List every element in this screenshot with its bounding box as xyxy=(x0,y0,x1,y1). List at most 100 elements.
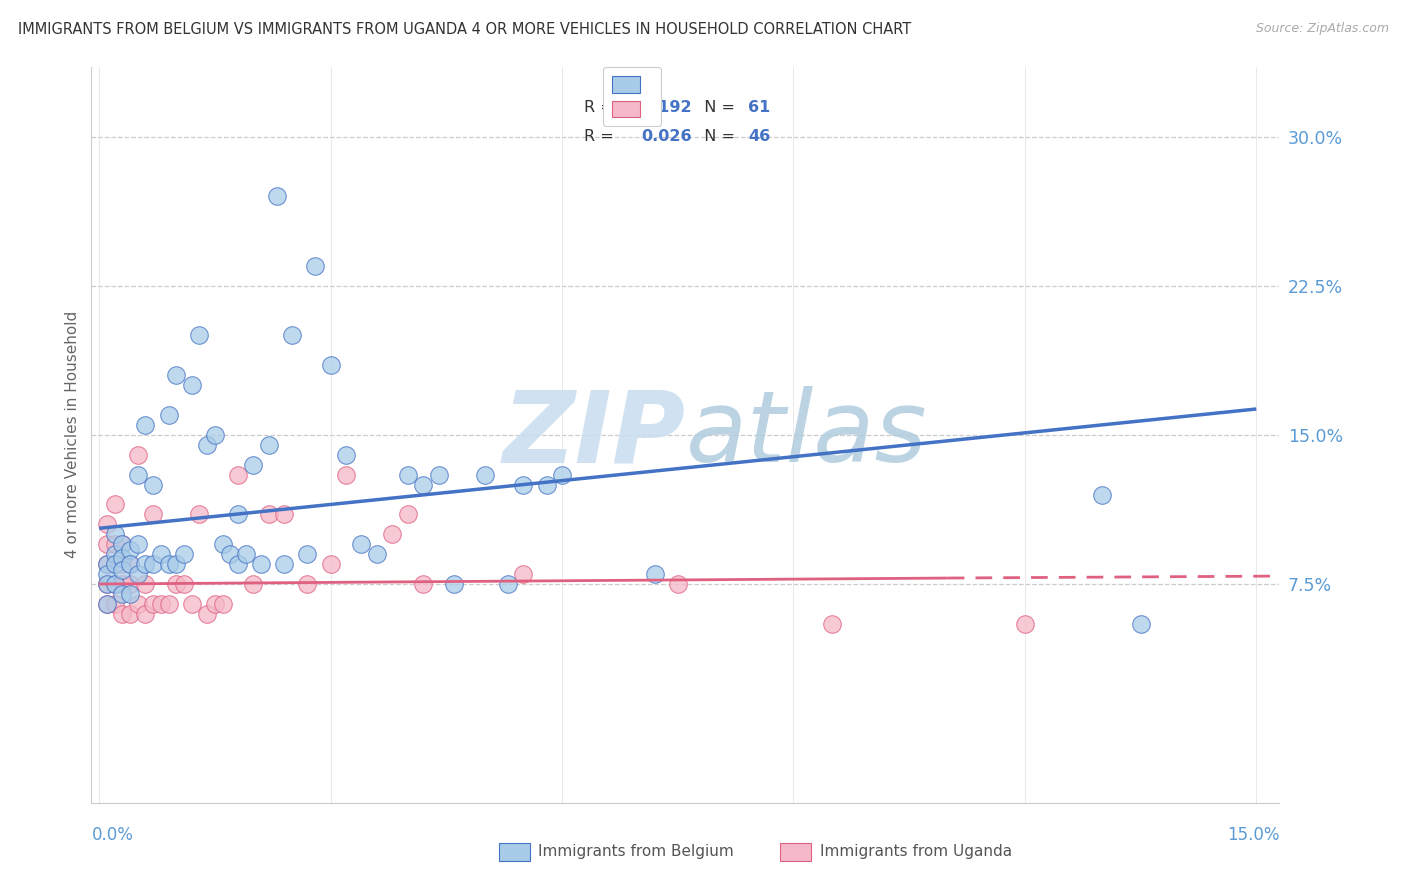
Point xyxy=(412,477,434,491)
Point xyxy=(396,467,419,482)
Point xyxy=(118,587,141,601)
Point xyxy=(335,448,357,462)
Point xyxy=(427,467,450,482)
Point xyxy=(111,537,134,551)
Point xyxy=(250,557,273,571)
Text: ZIP: ZIP xyxy=(502,386,685,483)
Point xyxy=(103,557,125,571)
Point xyxy=(103,577,125,591)
Point xyxy=(157,557,180,571)
Point xyxy=(111,587,134,601)
Point xyxy=(157,597,180,611)
Point xyxy=(165,557,187,571)
Point xyxy=(134,417,156,432)
Point xyxy=(118,557,141,571)
Point xyxy=(281,328,304,343)
Point xyxy=(96,537,118,551)
Text: atlas: atlas xyxy=(685,386,927,483)
Point xyxy=(96,557,118,571)
Point xyxy=(195,607,218,621)
Point xyxy=(111,577,134,591)
Point xyxy=(173,547,195,561)
Text: 0.026: 0.026 xyxy=(641,129,692,145)
Point xyxy=(142,557,165,571)
Point xyxy=(180,378,202,392)
Point xyxy=(118,557,141,571)
Text: N =: N = xyxy=(693,129,740,145)
Point xyxy=(644,567,666,582)
Point xyxy=(111,607,134,621)
Point xyxy=(103,557,125,571)
Point xyxy=(226,557,249,571)
Point xyxy=(381,527,404,541)
Point xyxy=(118,607,141,621)
Point xyxy=(103,547,125,561)
Point xyxy=(512,477,534,491)
Text: 46: 46 xyxy=(748,129,770,145)
Point xyxy=(127,537,149,551)
Point xyxy=(134,557,156,571)
Point xyxy=(396,508,419,522)
Point xyxy=(257,438,280,452)
Point xyxy=(127,467,149,482)
Point xyxy=(319,557,342,571)
Point xyxy=(297,547,319,561)
Point xyxy=(666,577,689,591)
Point xyxy=(266,189,288,203)
Point xyxy=(335,467,357,482)
Point xyxy=(226,508,249,522)
Point xyxy=(204,428,226,442)
Point xyxy=(273,508,295,522)
Text: 61: 61 xyxy=(748,100,770,115)
Point xyxy=(103,597,125,611)
Point xyxy=(319,358,342,372)
Point xyxy=(103,498,125,512)
Point xyxy=(134,607,156,621)
Point xyxy=(1129,616,1152,631)
Point xyxy=(297,577,319,591)
Point xyxy=(96,567,118,582)
Point xyxy=(242,458,264,472)
Point xyxy=(412,577,434,591)
Point xyxy=(474,467,496,482)
Point xyxy=(257,508,280,522)
Point xyxy=(551,467,574,482)
Point xyxy=(134,577,156,591)
Point xyxy=(188,328,211,343)
Point xyxy=(111,563,134,577)
Point xyxy=(188,508,211,522)
Point xyxy=(536,477,558,491)
Point xyxy=(96,557,118,571)
Point xyxy=(142,597,165,611)
Point xyxy=(235,547,257,561)
Point xyxy=(211,537,233,551)
Text: R =: R = xyxy=(585,100,619,115)
Point xyxy=(366,547,388,561)
Text: 0.192: 0.192 xyxy=(641,100,692,115)
Point xyxy=(180,597,202,611)
Point xyxy=(1014,616,1036,631)
Text: IMMIGRANTS FROM BELGIUM VS IMMIGRANTS FROM UGANDA 4 OR MORE VEHICLES IN HOUSEHOL: IMMIGRANTS FROM BELGIUM VS IMMIGRANTS FR… xyxy=(18,22,911,37)
Point xyxy=(512,567,534,582)
Point xyxy=(127,448,149,462)
Text: Immigrants from Uganda: Immigrants from Uganda xyxy=(820,845,1012,859)
Point xyxy=(127,567,149,582)
Text: 0.0%: 0.0% xyxy=(91,826,134,844)
Point xyxy=(111,551,134,566)
Point xyxy=(118,543,141,558)
Point xyxy=(165,368,187,383)
Point xyxy=(149,547,172,561)
Point xyxy=(142,508,165,522)
Point xyxy=(173,577,195,591)
Point xyxy=(496,577,519,591)
Text: 15.0%: 15.0% xyxy=(1227,826,1279,844)
Text: Immigrants from Belgium: Immigrants from Belgium xyxy=(538,845,734,859)
Point xyxy=(195,438,218,452)
Point xyxy=(103,577,125,591)
Legend: , : , xyxy=(603,67,661,127)
Point xyxy=(157,408,180,422)
Point xyxy=(443,577,465,591)
Point xyxy=(96,577,118,591)
Point xyxy=(96,597,118,611)
Point xyxy=(304,259,326,273)
